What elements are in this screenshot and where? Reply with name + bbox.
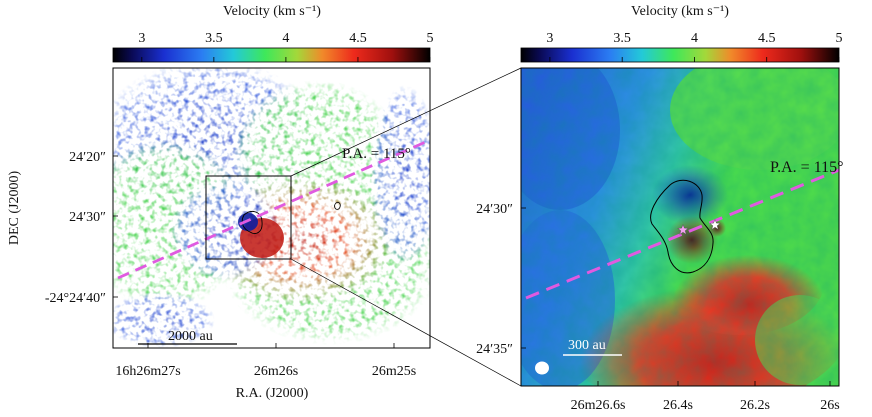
- colorbar-tick-label: 4: [282, 31, 289, 46]
- right-y-tick-labels: 24′30″ 24′35″: [476, 202, 526, 357]
- protostar-star-icon: [709, 218, 721, 230]
- x-tick-label: 26m26s: [254, 364, 298, 379]
- left-colorbar-title: Velocity (km s⁻¹): [223, 4, 321, 19]
- left-contour: [241, 211, 263, 234]
- colorbar-tick-label: 3: [138, 31, 145, 46]
- right-panel: Velocity (km s⁻¹) 3 3.5 4 4.5 5 P.A. = 115° …: [476, 4, 844, 413]
- colorbar-tick-label: 4: [691, 31, 698, 46]
- left-y-tick-labels: 24′20″ 24′30″ -24°24′40″: [45, 150, 118, 306]
- zoom-connector-top: [290, 67, 522, 177]
- left-ylabel: DEC (J2000): [7, 171, 22, 246]
- right-x-tick-labels: 26m26.6s 26.4s 26.2s 26s: [571, 381, 840, 413]
- left-zoom-box: [205, 175, 292, 260]
- left-x-tick-labels: 16h26m27s 26m26s 26m25s: [115, 343, 416, 379]
- right-colorbar-title: Velocity (km s⁻¹): [631, 4, 729, 19]
- x-tick-label: 26.2s: [740, 398, 770, 413]
- y-tick-label: 24′20″: [69, 150, 106, 165]
- beam-ellipse: [535, 361, 549, 375]
- colorbar-tick-label: 3: [546, 31, 553, 46]
- right-velocity-map: [521, 68, 839, 386]
- y-tick-label: 24′30″: [69, 210, 106, 225]
- x-tick-label: 26m26.6s: [571, 398, 626, 413]
- left-panel: Velocity (km s⁻¹) 3 3.5 4 4.5 5 P.A: [7, 4, 434, 401]
- left-scalebar-label: 2000 au: [168, 329, 213, 344]
- right-contour: [650, 179, 714, 274]
- left-map-frame: [112, 67, 431, 349]
- right-pa-label: P.A. = 115°: [770, 159, 844, 176]
- colorbar-tick-label: 4.5: [349, 31, 367, 46]
- left-colorbar-ticks: 3 3.5 4 4.5 5: [138, 31, 434, 62]
- y-tick-label: 24′30″: [476, 202, 513, 217]
- left-pa-label: P.A. = 115°: [342, 146, 411, 162]
- colorbar-tick-label: 4.5: [758, 31, 776, 46]
- left-colorbar: [112, 47, 431, 63]
- right-stars: [677, 218, 721, 235]
- x-tick-label: 16h26m27s: [115, 364, 180, 379]
- right-colorbar-ticks: 3 3.5 4 4.5 5: [546, 31, 843, 62]
- left-xlabel: R.A. (J2000): [236, 386, 309, 401]
- x-tick-label: 26m25s: [372, 364, 416, 379]
- right-map-frame: [520, 67, 840, 387]
- protostar-star-icon: [677, 223, 689, 235]
- right-colorbar: [520, 47, 840, 63]
- colorbar-tick-label: 3.5: [205, 31, 223, 46]
- colorbar-tick-label: 5: [836, 31, 843, 46]
- left-velocity-map: [113, 68, 430, 348]
- colorbar-tick-label: 5: [427, 31, 434, 46]
- colorbar-tick-label: 3.5: [613, 31, 631, 46]
- left-contour-small: [334, 201, 341, 210]
- x-tick-label: 26s: [820, 398, 839, 413]
- x-tick-label: 26.4s: [663, 398, 693, 413]
- y-tick-label: -24°24′40″: [45, 291, 106, 306]
- right-scalebar-label: 300 au: [568, 338, 606, 353]
- zoom-connector-bottom: [290, 258, 522, 387]
- right-pa-line: [525, 168, 839, 300]
- y-tick-label: 24′35″: [476, 342, 513, 357]
